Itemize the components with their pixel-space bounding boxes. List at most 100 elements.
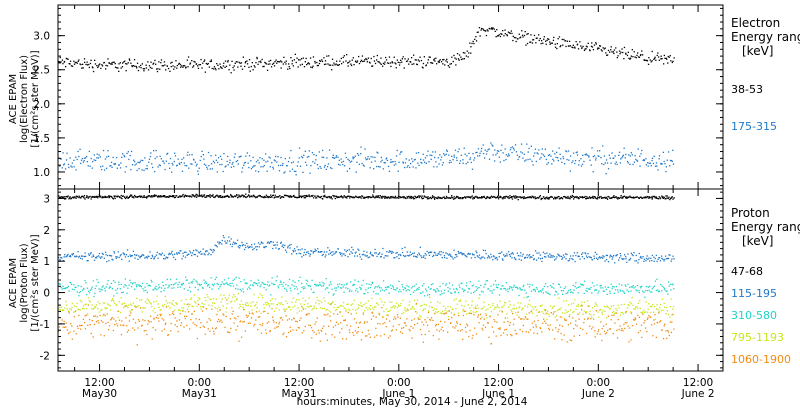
data-point (128, 58, 130, 60)
data-point (646, 289, 649, 292)
data-point (563, 287, 565, 290)
data-point (200, 283, 202, 286)
data-point (413, 198, 415, 200)
data-point (222, 313, 224, 315)
data-point (127, 151, 129, 153)
data-point (262, 282, 264, 284)
data-point (576, 196, 578, 199)
data-point (526, 254, 528, 256)
data-point (565, 196, 567, 198)
data-point (483, 301, 485, 303)
data-point (291, 284, 293, 286)
data-point (359, 256, 361, 258)
data-point (144, 319, 146, 322)
data-point (106, 303, 109, 305)
data-point (105, 286, 107, 288)
data-point (216, 246, 218, 248)
data-point (62, 196, 64, 198)
data-point (583, 196, 586, 198)
data-point (364, 157, 367, 159)
data-point (90, 157, 92, 160)
data-point (650, 196, 653, 198)
data-point (453, 196, 455, 198)
data-point (226, 303, 229, 305)
data-point (232, 243, 234, 245)
data-point (353, 334, 355, 336)
data-point (291, 319, 293, 321)
data-point (516, 314, 518, 316)
data-point (337, 323, 339, 325)
data-point (323, 195, 325, 198)
data-point (639, 54, 642, 57)
data-point (611, 287, 613, 290)
data-point (282, 244, 284, 246)
data-point (456, 53, 459, 55)
data-point (570, 196, 572, 199)
data-point (101, 256, 103, 258)
data-point (140, 159, 142, 161)
data-point (602, 287, 604, 289)
data-point (488, 256, 490, 258)
data-point (655, 59, 657, 61)
data-point (428, 293, 431, 296)
data-point (524, 31, 526, 33)
data-point (226, 195, 228, 197)
data-point (116, 304, 118, 306)
data-point (464, 310, 467, 312)
data-point (201, 253, 203, 255)
data-point (544, 198, 547, 200)
data-point (601, 256, 603, 258)
data-point (331, 58, 334, 60)
data-point (439, 59, 441, 61)
data-point (323, 251, 325, 253)
data-point (521, 152, 524, 154)
data-point (567, 197, 569, 199)
data-point (549, 41, 551, 43)
data-point (397, 195, 400, 198)
data-point (136, 344, 138, 346)
data-point (208, 284, 210, 286)
data-point (170, 284, 172, 286)
data-point (492, 259, 494, 261)
data-point (240, 336, 243, 338)
data-point (566, 197, 568, 199)
data-point (297, 59, 300, 61)
data-point (217, 241, 219, 243)
data-point (352, 249, 354, 251)
data-point (644, 196, 647, 198)
data-point (367, 329, 369, 332)
data-point (547, 255, 549, 257)
data-point (77, 327, 79, 329)
data-point (388, 56, 391, 58)
data-point (422, 291, 424, 293)
data-point (405, 158, 407, 160)
data-point (466, 256, 468, 258)
data-point (153, 257, 156, 259)
data-point (97, 281, 99, 283)
data-point (418, 195, 421, 197)
data-point (363, 197, 366, 199)
data-point (274, 160, 276, 162)
data-point (463, 253, 465, 255)
data-point (475, 151, 477, 154)
data-point (319, 196, 322, 199)
data-point (351, 290, 353, 292)
data-point (525, 159, 527, 161)
data-point (96, 153, 98, 155)
data-point (413, 308, 415, 310)
data-point (360, 287, 362, 289)
data-point (597, 258, 599, 261)
data-point (511, 151, 513, 154)
data-point (119, 62, 121, 64)
data-point (378, 253, 380, 255)
data-point (362, 164, 365, 166)
data-point (619, 162, 622, 164)
data-point (130, 195, 132, 197)
data-point (623, 303, 625, 305)
data-point (383, 333, 386, 336)
data-point (174, 309, 176, 311)
data-point (171, 287, 173, 289)
data-point (467, 287, 470, 290)
data-point (511, 146, 514, 148)
data-point (219, 309, 221, 311)
